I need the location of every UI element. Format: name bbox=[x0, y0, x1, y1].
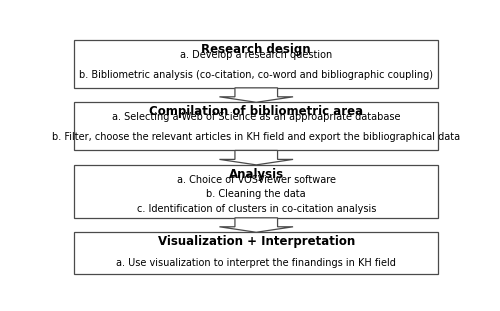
Text: b. Cleaning the data: b. Cleaning the data bbox=[206, 189, 306, 199]
Text: a. Selecting a Web of Science as an approapriate database: a. Selecting a Web of Science as an appr… bbox=[112, 112, 401, 122]
Text: Analysis: Analysis bbox=[228, 168, 284, 181]
Text: a. Choice of VOSViewer software: a. Choice of VOSViewer software bbox=[177, 175, 336, 185]
Text: Research design: Research design bbox=[202, 43, 311, 56]
Bar bbox=[74, 232, 438, 274]
Polygon shape bbox=[220, 88, 293, 102]
Text: b. Filter, choose the relevant articles in KH field and export the bibliographic: b. Filter, choose the relevant articles … bbox=[52, 132, 461, 142]
Text: Visualization + Interpretation: Visualization + Interpretation bbox=[158, 235, 355, 248]
Text: c. Identification of clusters in co-citation analysis: c. Identification of clusters in co-cita… bbox=[136, 204, 376, 214]
Text: b. Bibliometric analysis (co-citation, co-word and bibliographic coupling): b. Bibliometric analysis (co-citation, c… bbox=[79, 70, 433, 80]
Polygon shape bbox=[220, 151, 293, 165]
Text: a. Develop a research question: a. Develop a research question bbox=[180, 50, 332, 60]
Polygon shape bbox=[220, 218, 293, 232]
Text: Compilation of bibliometric area: Compilation of bibliometric area bbox=[149, 105, 364, 118]
Bar bbox=[74, 40, 438, 88]
Text: a. Use visualization to interpret the finandings in KH field: a. Use visualization to interpret the fi… bbox=[116, 258, 396, 268]
Bar bbox=[74, 165, 438, 218]
Bar bbox=[74, 102, 438, 151]
